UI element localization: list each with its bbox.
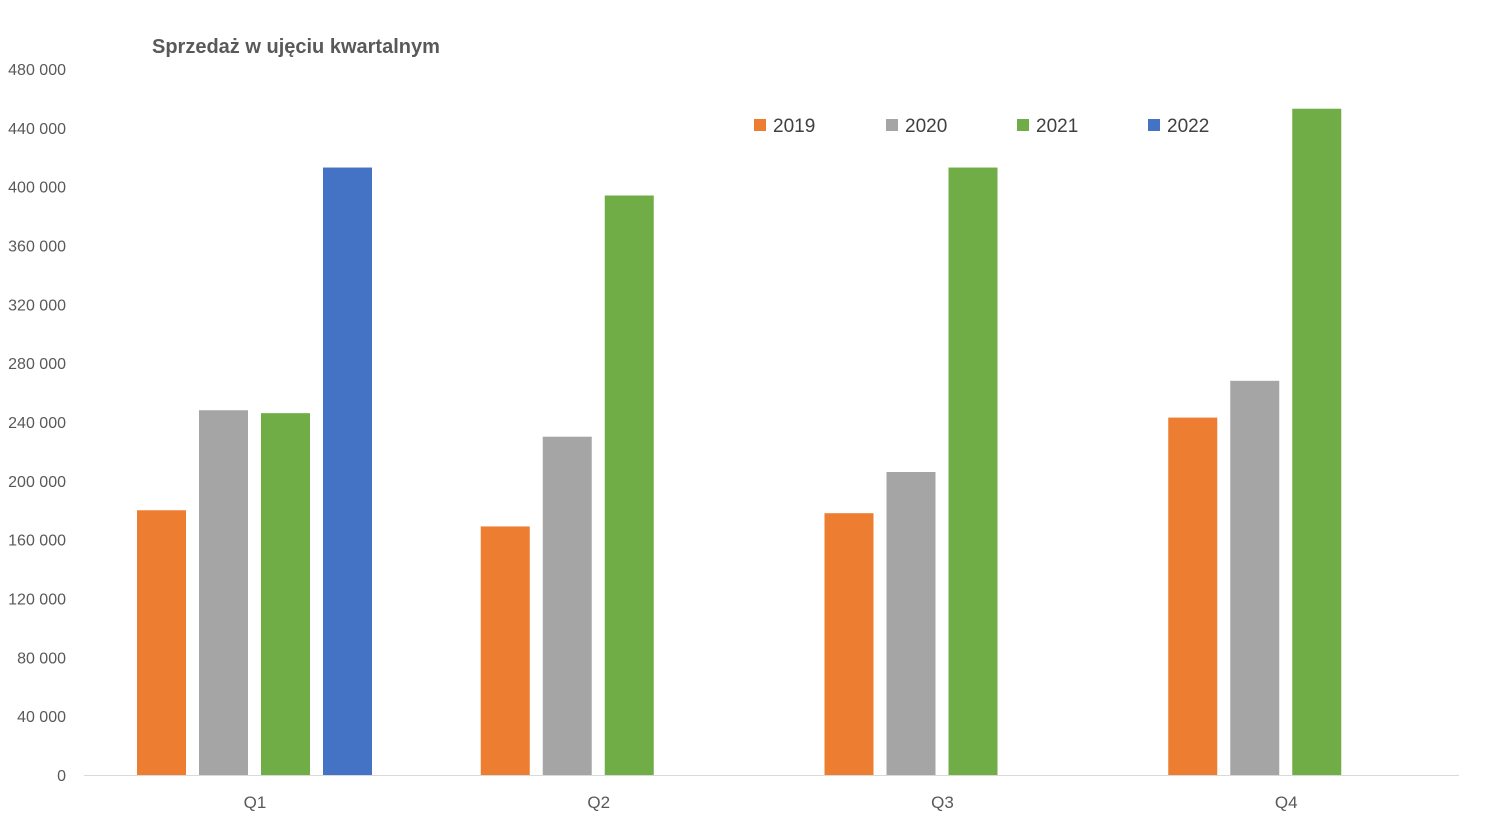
bar-2019-Q4 — [1168, 417, 1218, 775]
bar-2020-Q3 — [886, 472, 936, 775]
legend-swatch-2021 — [1017, 119, 1029, 131]
x-tick-label: Q1 — [244, 793, 267, 812]
x-tick-label: Q4 — [1275, 793, 1298, 812]
x-tick-label: Q2 — [587, 793, 610, 812]
chart-title: Sprzedaż w ujęciu kwartalnym — [152, 36, 440, 58]
y-tick-label: 440 000 — [8, 121, 66, 138]
bar-2019-Q1 — [137, 510, 186, 775]
y-tick-label: 0 — [57, 768, 66, 785]
bar-2020-Q4 — [1230, 380, 1280, 775]
bar-2020-Q2 — [542, 436, 592, 775]
bar-2021-Q4 — [1292, 108, 1342, 775]
bar-2019-Q3 — [824, 513, 874, 775]
legend-label-2019: 2019 — [773, 116, 815, 137]
y-tick-label: 480 000 — [8, 62, 66, 79]
y-tick-label: 280 000 — [8, 356, 66, 373]
bar-2021-Q2 — [604, 195, 654, 775]
bar-2019-Q2 — [480, 526, 530, 775]
y-tick-label: 320 000 — [8, 297, 66, 314]
legend-label-2022: 2022 — [1167, 116, 1209, 137]
y-tick-label: 160 000 — [8, 533, 66, 550]
legend: 2019 2020 2021 2022 — [754, 116, 1209, 137]
x-tick-label: Q3 — [931, 793, 954, 812]
y-tick-label: 360 000 — [8, 239, 66, 256]
legend-label-2020: 2020 — [905, 116, 947, 137]
y-tick-label: 80 000 — [17, 650, 66, 667]
y-axis-ticks: 0 40 000 80 000 120 000 160 000 200 000 240 00… — [8, 62, 66, 785]
x-axis-labels: Q1 Q2 Q3 Q4 — [244, 793, 1298, 812]
y-tick-label: 200 000 — [8, 474, 66, 491]
bar-2021-Q1 — [261, 413, 310, 775]
bars-group — [137, 108, 1342, 775]
y-tick-label: 400 000 — [8, 180, 66, 197]
bar-2022-Q1 — [323, 167, 372, 775]
bar-2021-Q3 — [948, 167, 998, 775]
legend-swatch-2019 — [754, 119, 766, 131]
y-tick-label: 240 000 — [8, 415, 66, 432]
bar-2020-Q1 — [199, 410, 248, 775]
y-tick-label: 120 000 — [8, 592, 66, 609]
legend-swatch-2022 — [1148, 119, 1160, 131]
legend-label-2021: 2021 — [1036, 116, 1078, 137]
y-tick-label: 40 000 — [17, 709, 66, 726]
legend-swatch-2020 — [886, 119, 898, 131]
